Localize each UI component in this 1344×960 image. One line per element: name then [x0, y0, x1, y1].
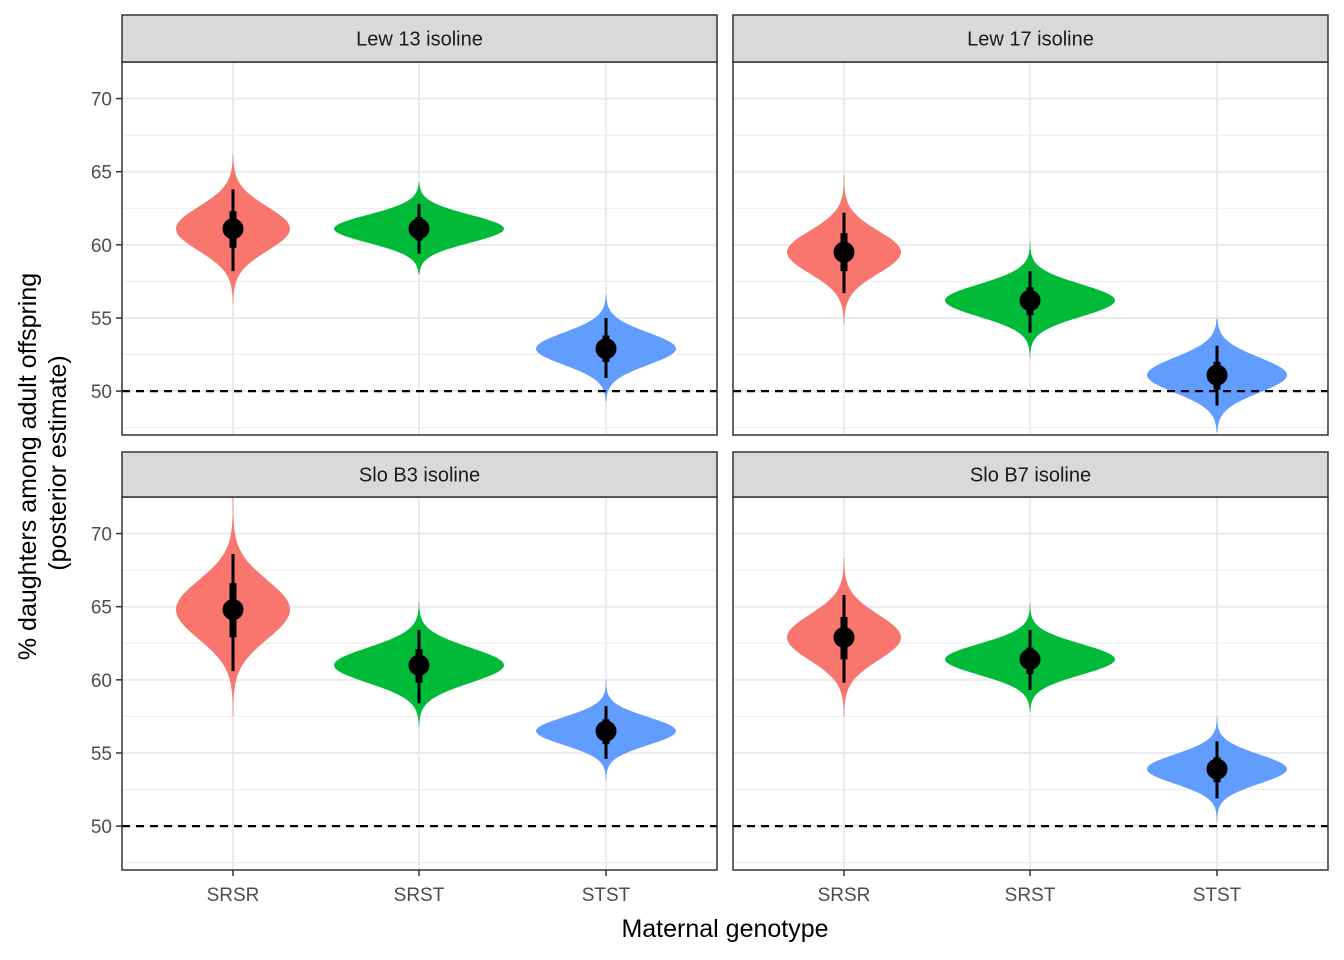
facet-panel: Slo B3 isoline 50 55 60 65 70 SRSR SRST STST [91, 451, 718, 906]
violin-srsr [176, 497, 290, 717]
y-tick-label: 65 [91, 598, 112, 619]
y-tick-label: 60 [91, 671, 112, 692]
facet-panel: Lew 13 isoline 50 55 60 65 70 [91, 14, 718, 436]
facet-strip [121, 14, 718, 63]
median-point [222, 218, 244, 240]
median-point [408, 218, 430, 240]
violin-stst [1147, 716, 1287, 822]
violin-stst [536, 294, 676, 402]
y-tick-label: 50 [91, 382, 112, 403]
x-tick-label: SRST [1005, 885, 1056, 906]
violin-srst [334, 181, 504, 275]
facet-strip [121, 451, 718, 498]
median-point [408, 654, 430, 676]
facet-strip [732, 451, 1329, 498]
y-tick-label: 70 [91, 90, 112, 111]
violin-srst [945, 241, 1115, 358]
y-tick-label: 60 [91, 236, 112, 257]
y-tick-label: 65 [91, 163, 112, 184]
violin-stst [1147, 317, 1287, 433]
facet-strip-label: Lew 13 isoline [356, 29, 483, 51]
facet-panels: Lew 13 isoline 50 55 60 65 70 Lew 17 isoline Sl… [91, 14, 1329, 906]
median-point [1206, 364, 1228, 386]
median-point [833, 626, 855, 648]
y-axis-title: % daughters among adult offspring (poste… [14, 266, 72, 660]
facet-strip-label: Slo B3 isoline [359, 465, 480, 487]
x-tick-label: SRSR [207, 885, 260, 906]
median-point [595, 338, 617, 360]
violin-srst [334, 602, 504, 727]
x-tick-label: SRST [394, 885, 445, 906]
median-point [1019, 289, 1041, 311]
violin-srst [945, 603, 1115, 713]
facet-panel: Slo B7 isoline SRSR SRST STST [732, 451, 1329, 906]
median-point [1019, 648, 1041, 670]
y-tick-label: 55 [91, 309, 112, 330]
median-point [222, 599, 244, 621]
median-point [595, 720, 617, 742]
facet-strip-label: Slo B7 isoline [970, 465, 1091, 487]
y-tick-label: 55 [91, 744, 112, 765]
violin-stst [536, 679, 676, 780]
y-axis-title-line-2: (posterior estimate) [44, 355, 72, 570]
y-tick-label: 50 [91, 817, 112, 838]
violin-srsr [176, 154, 290, 304]
violin-srsr [787, 174, 901, 324]
x-tick-label: STST [1193, 885, 1242, 906]
facet-strip-label: Lew 17 isoline [967, 29, 1094, 51]
x-tick-label: SRSR [818, 885, 871, 906]
median-point [1206, 758, 1228, 780]
x-axis-title: Maternal genotype [621, 915, 828, 943]
facet-panel: Lew 17 isoline [732, 14, 1329, 436]
y-tick-label: 70 [91, 525, 112, 546]
y-axis-title-line-1: % daughters among adult offspring [14, 273, 42, 660]
facet-strip [732, 14, 1329, 63]
x-tick-label: STST [582, 885, 631, 906]
median-point [833, 241, 855, 263]
violin-srsr [787, 558, 901, 717]
